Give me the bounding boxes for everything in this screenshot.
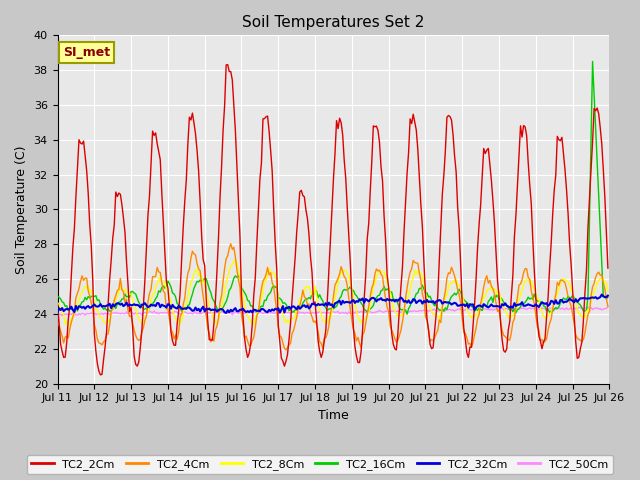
Title: Soil Temperatures Set 2: Soil Temperatures Set 2 bbox=[243, 15, 425, 30]
Legend: TC2_2Cm, TC2_4Cm, TC2_8Cm, TC2_16Cm, TC2_32Cm, TC2_50Cm: TC2_2Cm, TC2_4Cm, TC2_8Cm, TC2_16Cm, TC2… bbox=[27, 455, 613, 474]
X-axis label: Time: Time bbox=[318, 409, 349, 422]
Text: SI_met: SI_met bbox=[63, 46, 110, 59]
Y-axis label: Soil Temperature (C): Soil Temperature (C) bbox=[15, 145, 28, 274]
